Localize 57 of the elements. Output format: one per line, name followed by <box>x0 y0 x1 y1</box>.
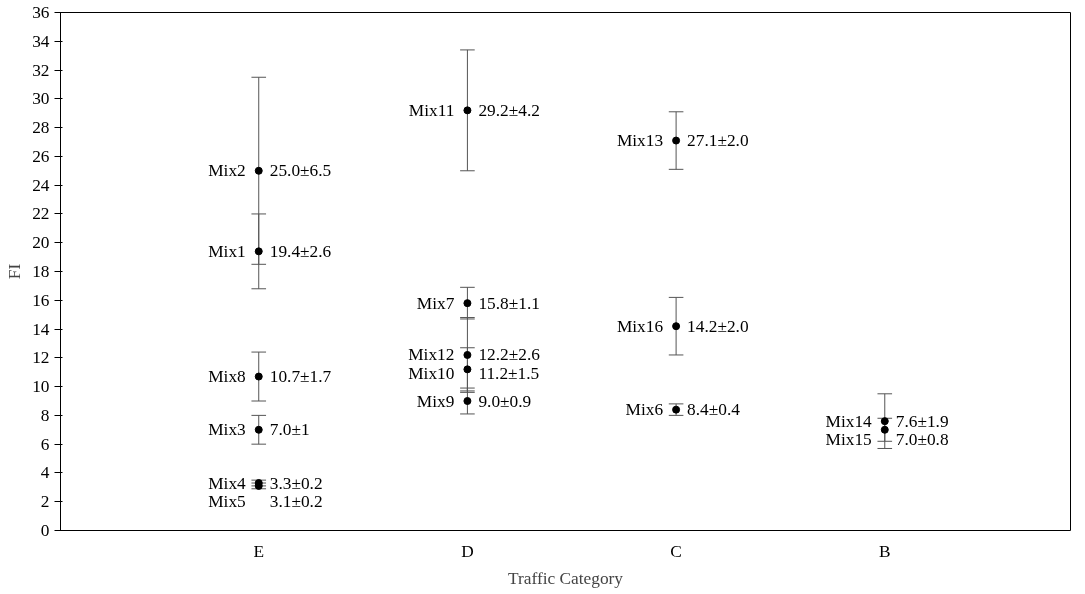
annotation: Mix2 <box>208 161 246 181</box>
x-tick-label: E <box>253 541 265 561</box>
y-tick-label: 0 <box>40 521 50 540</box>
y-tick-label: 28 <box>32 118 50 138</box>
annotation: Mix15 <box>825 430 872 450</box>
y-tick-label: 32 <box>32 60 50 80</box>
data-label: 7.6±1.9 <box>895 411 949 431</box>
annotation: Mix9 <box>416 391 455 411</box>
data-label: 7.0±1 <box>269 420 310 440</box>
annotation: Mix3 <box>208 420 246 440</box>
data-label: 27.1±2.0 <box>687 131 749 151</box>
y-tick-label: 34 <box>32 31 50 51</box>
y-axis-title: FI <box>5 263 25 280</box>
x-tick-label: B <box>879 541 891 561</box>
annotation: Mix11 <box>408 100 455 120</box>
y-tick-label: 26 <box>32 146 50 166</box>
y-tick-label: 2 <box>40 492 50 512</box>
y-tick-label: 16 <box>32 290 50 310</box>
annotation: Mix5 <box>208 492 246 512</box>
y-tick-label: 12 <box>32 348 50 368</box>
data-label: 19.4±2.6 <box>269 241 332 261</box>
data-label: 25.0±6.5 <box>269 161 332 181</box>
y-tick-label: 30 <box>32 89 50 109</box>
data-label: 9.0±0.9 <box>478 391 532 411</box>
annotation: Mix6 <box>625 400 664 420</box>
data-label: 8.4±0.4 <box>687 400 741 420</box>
data-label: 10.7±1.7 <box>269 367 332 387</box>
annotation: Mix13 <box>616 131 664 151</box>
data-label: 3.1±0.2 <box>269 492 323 512</box>
x-axis-title: Traffic Category <box>507 568 624 588</box>
annotation: Mix14 <box>825 411 873 431</box>
y-tick-label: 36 <box>32 3 50 22</box>
y-tick-label: 10 <box>32 377 50 397</box>
data-label: 15.8±1.1 <box>478 293 540 313</box>
annotation: Mix12 <box>408 345 455 365</box>
y-tick-label: 8 <box>40 405 50 425</box>
y-tick-label: 20 <box>32 233 50 253</box>
annotation: Mix7 <box>416 293 455 313</box>
y-tick-label: 22 <box>32 204 50 224</box>
x-tick-label: D <box>461 541 474 561</box>
y-tick-label: 18 <box>32 262 50 281</box>
y-tick-label: 14 <box>32 319 50 339</box>
y-tick-label: 4 <box>40 463 50 483</box>
data-label: 12.2±2.6 <box>478 345 541 365</box>
x-tick-label: C <box>670 541 682 561</box>
annotation: Mix1 <box>208 241 246 261</box>
y-tick-label: 6 <box>40 434 50 454</box>
data-label: 7.0±0.8 <box>895 430 949 450</box>
annotation: Mix8 <box>208 367 246 387</box>
data-label: 14.2±2.0 <box>687 316 749 336</box>
annotation: Mix4 <box>208 473 247 493</box>
annotation: Mix16 <box>616 316 664 336</box>
y-tick-label: 24 <box>32 175 50 195</box>
data-label: 29.2±4.2 <box>478 100 540 120</box>
annotation: Mix10 <box>408 364 455 384</box>
data-label: 11.2±1.5 <box>478 364 540 384</box>
data-label: 3.3±0.2 <box>269 473 323 493</box>
